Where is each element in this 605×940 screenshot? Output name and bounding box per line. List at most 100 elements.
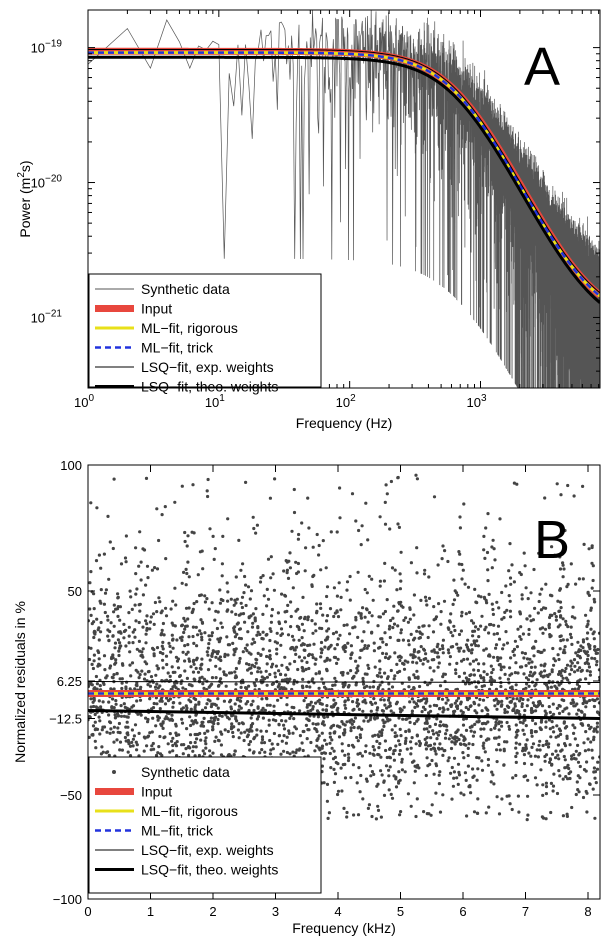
panel-b-scatter-point xyxy=(378,742,382,746)
panel-b-scatter-point xyxy=(112,673,116,677)
panel-b-scatter-point xyxy=(462,671,467,675)
panel-b-scatter-point xyxy=(298,747,302,751)
panel-b-scatter-point xyxy=(515,697,519,701)
panel-b-scatter-point xyxy=(268,649,272,653)
panel-b-scatter-point xyxy=(221,534,225,539)
panel-b-scatter-point xyxy=(199,738,203,742)
panel-b-scatter-point xyxy=(211,751,215,755)
panel-b-scatter-point xyxy=(375,739,379,744)
panel-b-scatter-point xyxy=(292,510,297,515)
panel-b-scatter-point xyxy=(314,657,318,661)
panel-b-scatter-point xyxy=(423,721,427,725)
panel-b-scatter-point xyxy=(219,753,224,757)
panel-b-scatter-point xyxy=(317,543,321,548)
panel-b-scatter-point xyxy=(214,735,218,739)
panel-b-scatter-point xyxy=(261,612,265,617)
panel-b-scatter-point xyxy=(235,698,239,702)
panel-b-scatter-point xyxy=(333,676,337,680)
panel-b-scatter-point xyxy=(192,601,196,606)
panel-b-scatter-point xyxy=(188,715,192,719)
panel-b-scatter-point xyxy=(212,716,216,720)
panel-b-scatter-point xyxy=(308,685,312,689)
panel-b-scatter-point xyxy=(237,704,241,708)
panel-b-scatter-point xyxy=(336,762,340,766)
panel-b-scatter-point xyxy=(518,742,522,746)
panel-b-scatter-point xyxy=(273,671,277,675)
panel-b-scatter-point xyxy=(150,730,154,734)
panel-b-scatter-point xyxy=(482,741,486,745)
panel-b-scatter-point xyxy=(391,752,395,756)
panel-b-scatter-point xyxy=(563,528,567,533)
panel-b-scatter-point xyxy=(212,557,216,562)
panel-b-scatter-point xyxy=(460,577,464,581)
panel-b-scatter-point xyxy=(184,652,188,656)
panel-b-scatter-point xyxy=(277,620,281,624)
panel-b-scatter-point xyxy=(357,707,361,712)
panel-b-scatter-point xyxy=(194,745,198,749)
panel-b-scatter-point xyxy=(141,625,145,629)
panel-b-scatter-point xyxy=(112,477,116,481)
panel-b-scatter-point xyxy=(342,733,346,737)
panel-b-scatter-point xyxy=(425,756,429,760)
panel-b-scatter-point xyxy=(410,736,414,740)
panel-b-scatter-point xyxy=(527,661,531,665)
panel-b-scatter-point xyxy=(89,570,93,574)
panel-b-scatter-point xyxy=(558,729,563,733)
panel-b-scatter-point xyxy=(335,661,339,666)
panel-b-scatter-point xyxy=(107,700,111,704)
panel-b-scatter-point xyxy=(480,759,484,763)
panel-b-scatter-point xyxy=(489,780,493,784)
panel-b-scatter-point xyxy=(497,728,501,732)
panel-b-scatter-point xyxy=(126,731,130,735)
panel-b-scatter-point xyxy=(387,774,391,778)
panel-b-scatter-point xyxy=(519,625,523,629)
panel-b-scatter-point xyxy=(463,771,467,775)
panel-b-scatter-point xyxy=(592,704,597,709)
panel-b-scatter-point xyxy=(406,639,411,643)
panel-b-scatter-point xyxy=(474,625,478,629)
panel-b-scatter-point xyxy=(220,732,224,736)
panel-b-scatter-point xyxy=(166,671,170,675)
panel-b-scatter-point xyxy=(329,643,333,647)
panel-b-scatter-point xyxy=(106,514,110,519)
panel-b-scatter-point xyxy=(230,610,234,614)
panel-b-scatter-point xyxy=(170,717,174,721)
panel-b-scatter-point xyxy=(89,697,93,701)
panel-b-scatter-point xyxy=(109,727,113,731)
panel-b-scatter-point xyxy=(505,696,509,700)
panel-b-scatter-point xyxy=(532,704,537,708)
panel-b-scatter-point xyxy=(442,708,446,712)
panel-b-scatter-point xyxy=(196,573,200,577)
panel-b-scatter-point xyxy=(270,742,274,746)
panel-b-scatter-point xyxy=(551,784,556,788)
panel-b-scatter-point xyxy=(382,698,386,702)
panel-b-scatter-point xyxy=(93,720,97,724)
panel-b-scatter-point xyxy=(155,664,159,668)
panel-b-scatter-point xyxy=(530,660,534,664)
panel-b-scatter-point xyxy=(379,698,383,702)
panel-b-scatter-point xyxy=(479,727,483,731)
panel-b-scatter-point xyxy=(304,723,308,728)
panel-b-scatter-point xyxy=(371,734,375,738)
panel-b-scatter-point xyxy=(238,656,242,661)
panel-b-scatter-point xyxy=(233,670,237,674)
panel-b-scatter-point xyxy=(522,656,526,660)
panel-b-scatter-point xyxy=(257,666,261,670)
panel-b-scatter-point xyxy=(208,658,212,662)
panel-b-scatter-point xyxy=(491,773,495,777)
panel-b-scatter-point xyxy=(560,668,564,673)
panel-b-scatter-point xyxy=(566,763,570,767)
panel-b-scatter-point xyxy=(479,734,483,739)
panel-b-scatter-point xyxy=(239,601,243,605)
panel-b-scatter-point xyxy=(437,747,441,751)
panel-b-scatter-point xyxy=(209,716,213,720)
panel-b-scatter-point xyxy=(497,663,501,667)
panel-b-scatter-point xyxy=(331,757,336,761)
panel-b-scatter-point xyxy=(355,701,359,705)
panel-b-scatter-point xyxy=(294,652,298,657)
panel-b-scatter-point xyxy=(213,618,217,622)
panel-b-scatter-point xyxy=(291,731,295,735)
panel-b-scatter-point xyxy=(240,595,245,599)
panel-b-scatter-point xyxy=(585,810,589,814)
panel-b-scatter-point xyxy=(102,552,106,556)
